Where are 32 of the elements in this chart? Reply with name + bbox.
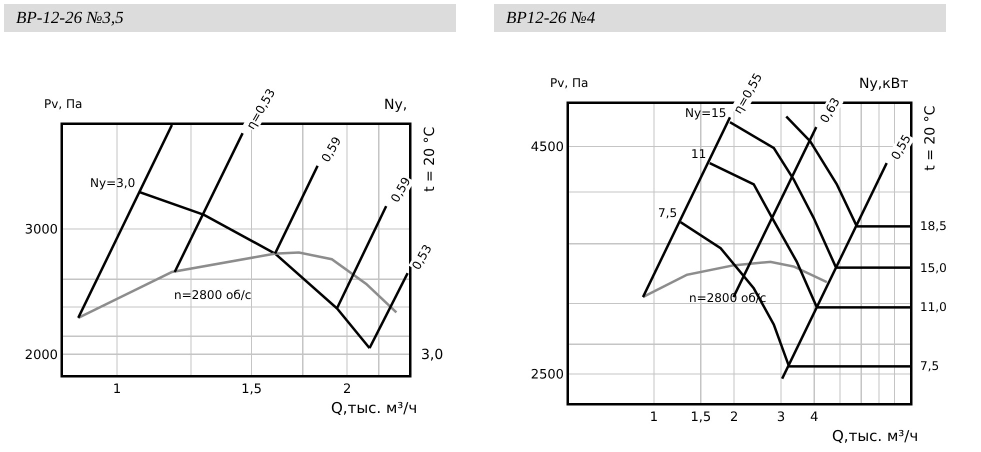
annotation: 11	[691, 147, 706, 161]
y-axis-title: Pv, Па	[550, 76, 588, 90]
x-tick-label: 4	[810, 410, 818, 426]
y-tick-label: 3000	[24, 222, 58, 238]
annotation: n=2800 об/с	[174, 288, 252, 302]
series-label: 7,5	[920, 359, 940, 373]
y-tick-label: 2500	[530, 368, 564, 383]
series-label: 15,0	[920, 261, 947, 275]
y-tick-label: 4500	[530, 140, 564, 155]
x-tick-label: 1,5	[241, 382, 262, 398]
annotation: 7,5	[658, 206, 678, 220]
series-label: 11,0	[920, 300, 947, 314]
x-tick-label: 1	[112, 382, 122, 398]
x-tick-label: 3	[776, 410, 786, 426]
chart-title: ВР-12-26 №3,5	[4, 4, 456, 32]
y2-axis-title: Ny,кВт	[859, 76, 908, 92]
annotation: Ny=15	[685, 106, 726, 120]
chart-title: ВР12-26 №4	[494, 4, 946, 32]
x-axis-title: Q,тыс. м³/ч	[832, 427, 918, 445]
text: t = 20 °C	[422, 126, 438, 192]
x-tick-label: 1,5	[690, 410, 712, 426]
y-tick-label: 2000	[24, 348, 58, 363]
y2-axis-title: Ny,	[384, 97, 408, 113]
x-axis-title: Q,тыс. м³/ч	[331, 399, 418, 417]
text: t = 20 °C	[922, 105, 939, 171]
x-tick-label: 1	[650, 410, 658, 426]
annotation: Ny=3,0	[90, 176, 136, 190]
x-tick-label: 2	[342, 382, 352, 398]
series-label: 18,5	[920, 219, 947, 233]
text: 3,0	[421, 347, 444, 363]
y-axis-title: Pv, Па	[44, 97, 82, 111]
x-tick-label: 2	[730, 410, 738, 426]
